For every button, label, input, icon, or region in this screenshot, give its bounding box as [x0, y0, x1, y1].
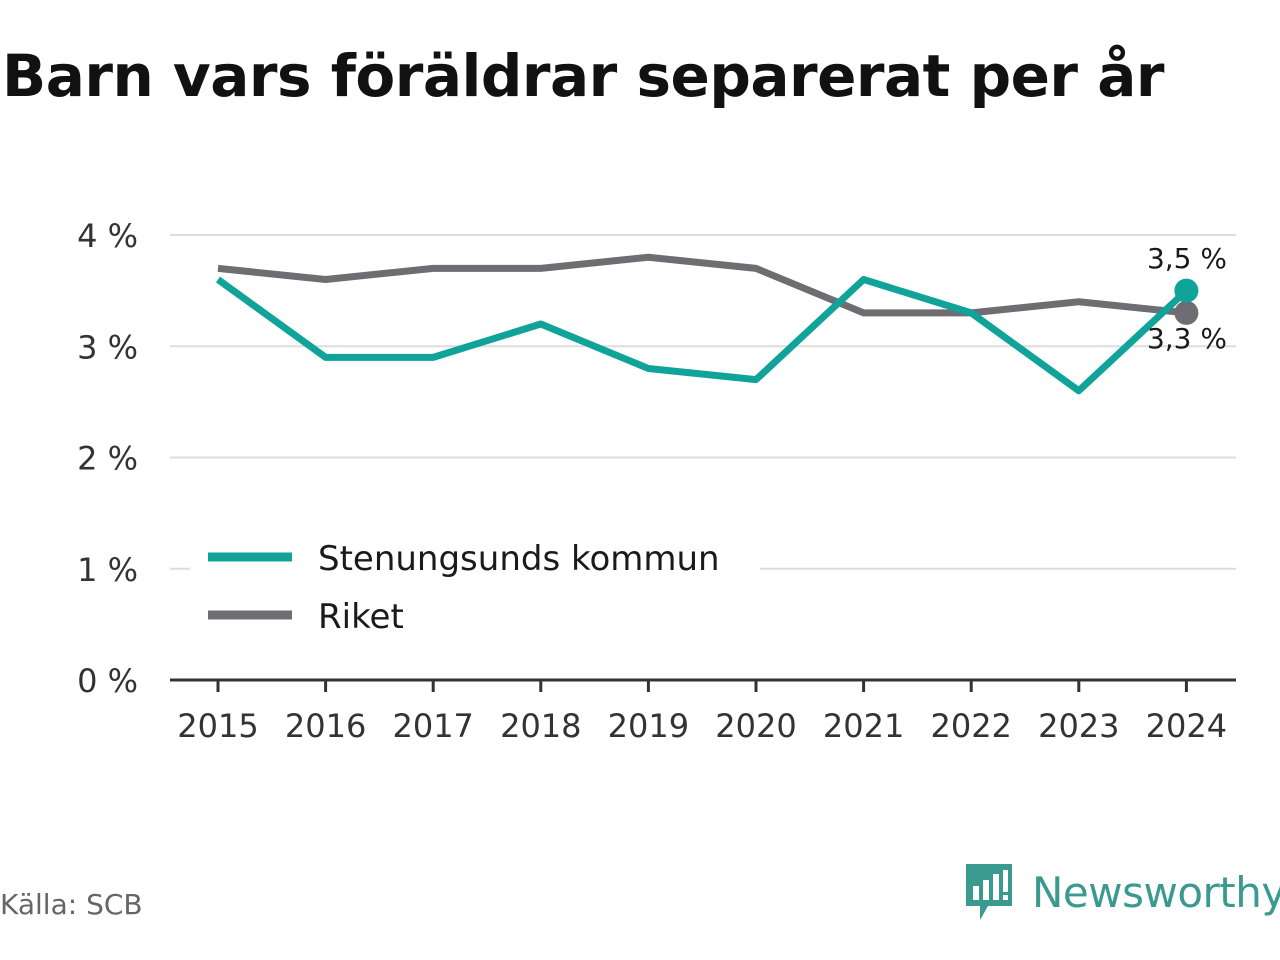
x-tick-label: 2024	[1146, 707, 1227, 745]
x-tick-label: 2015	[177, 707, 258, 745]
gridlines	[170, 234, 1236, 570]
x-tick-label: 2019	[608, 707, 689, 745]
legend-label-riket: Riket	[318, 597, 404, 637]
y-tick-label: 0 %	[77, 662, 138, 700]
series-lines	[215, 253, 1189, 395]
y-tick-label: 4 %	[77, 217, 138, 255]
end-label-stenungsund: 3,5 %	[1147, 242, 1227, 275]
source-note: Källa: SCB	[0, 888, 143, 921]
x-tick-label: 2023	[1038, 707, 1119, 745]
end-label-riket: 3,3 %	[1147, 322, 1227, 355]
x-axis: 2015 2016 2017 2018 2019 2020 2021 2022 2023 2024	[170, 678, 1236, 745]
x-tick-label: 2022	[930, 707, 1011, 745]
y-tick-label: 1 %	[77, 551, 138, 589]
newsworthy-logo-icon	[966, 864, 1012, 920]
x-tick-label: 2021	[823, 707, 904, 745]
end-marker-riket	[1174, 300, 1199, 325]
legend-background	[190, 525, 760, 650]
x-tick-label: 2018	[500, 707, 581, 745]
end-marker-stenungsund	[1174, 278, 1199, 303]
series-line	[215, 276, 1189, 395]
newsworthy-brand: Newsworthy	[964, 862, 1280, 922]
chart-title: Barn vars föräldrar separerat per år	[2, 42, 1164, 110]
legend: Stenungsunds kommun Riket	[190, 525, 760, 650]
legend-label-stenungsund: Stenungsunds kommun	[318, 539, 720, 579]
x-tick-label: 2017	[392, 707, 473, 745]
brand-name: Newsworthy	[1032, 867, 1280, 917]
x-tick-label: 2020	[715, 707, 796, 745]
end-value-labels: 3,5 % 3,3 %	[1147, 242, 1227, 355]
series-line	[217, 253, 1187, 317]
y-axis-labels: 0 % 1 % 2 % 3 % 4 %	[77, 217, 138, 700]
y-tick-label: 2 %	[77, 440, 138, 478]
y-tick-label: 3 %	[77, 328, 138, 366]
x-tick-label: 2016	[285, 707, 366, 745]
